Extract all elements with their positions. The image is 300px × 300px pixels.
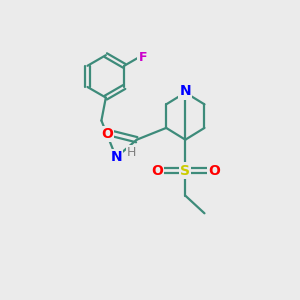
Text: O: O [208, 164, 220, 178]
Text: O: O [151, 164, 163, 178]
Text: S: S [180, 164, 190, 178]
Text: F: F [138, 51, 147, 64]
Text: N: N [110, 150, 122, 164]
Text: N: N [179, 84, 191, 98]
Text: O: O [101, 127, 113, 141]
Text: H: H [127, 146, 136, 159]
